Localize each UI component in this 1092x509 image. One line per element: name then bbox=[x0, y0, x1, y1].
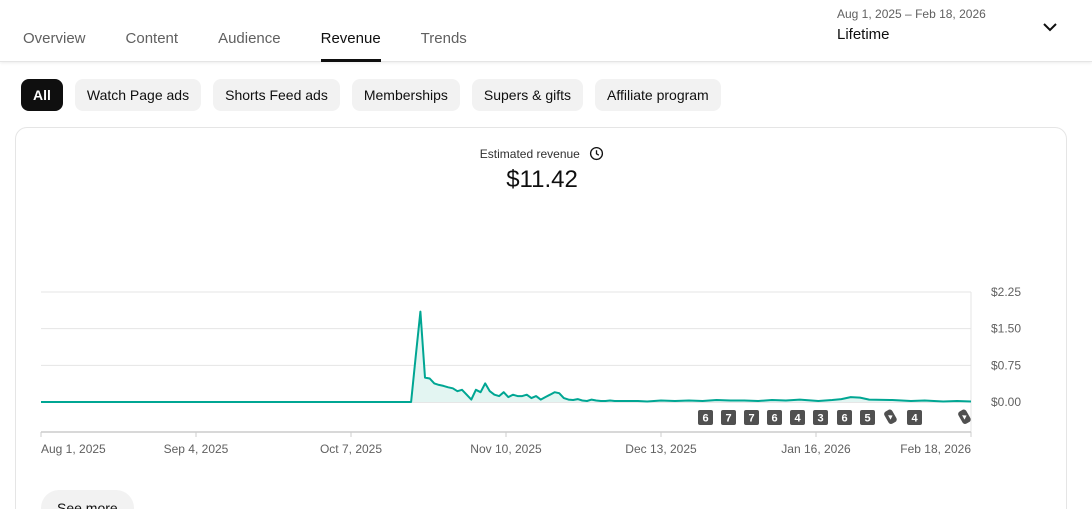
chip-affiliate-program[interactable]: Affiliate program bbox=[595, 79, 721, 111]
clock-icon[interactable] bbox=[589, 146, 604, 161]
marker-count: 7 bbox=[748, 413, 754, 425]
chip-memberships[interactable]: Memberships bbox=[351, 79, 460, 111]
shorts-marker-icon[interactable] bbox=[957, 408, 972, 425]
marker-count: 5 bbox=[864, 413, 870, 425]
chevron-down-icon[interactable] bbox=[1040, 17, 1060, 37]
x-tick-label: Feb 18, 2026 bbox=[900, 442, 971, 456]
date-range-text: Aug 1, 2025 – Feb 18, 2026 bbox=[837, 7, 986, 21]
date-range-picker[interactable]: Aug 1, 2025 – Feb 18, 2026 Lifetime bbox=[837, 7, 986, 43]
upload-count-marker[interactable]: 5 bbox=[860, 410, 875, 425]
marker-count: 6 bbox=[702, 413, 708, 425]
chip-all[interactable]: All bbox=[21, 79, 63, 111]
upload-count-marker[interactable]: 4 bbox=[790, 410, 805, 425]
tab-bar: Overview Content Audience Revenue Trends bbox=[23, 0, 507, 62]
upload-count-marker[interactable]: 6 bbox=[837, 410, 852, 425]
x-tick-label: Sep 4, 2025 bbox=[164, 442, 229, 456]
upload-count-marker[interactable]: 7 bbox=[744, 410, 759, 425]
metric-header: Estimated revenue bbox=[16, 146, 1068, 161]
y-tick-label: $0.00 bbox=[991, 395, 1021, 409]
upload-count-marker[interactable]: 6 bbox=[767, 410, 782, 425]
tab-revenue[interactable]: Revenue bbox=[320, 0, 381, 62]
x-tick-label: Nov 10, 2025 bbox=[470, 442, 542, 456]
marker-count: 6 bbox=[771, 413, 777, 425]
marker-count: 7 bbox=[725, 413, 731, 425]
analytics-header: Overview Content Audience Revenue Trends… bbox=[0, 0, 1092, 62]
date-range-label: Lifetime bbox=[837, 26, 890, 43]
upload-count-marker[interactable]: 4 bbox=[907, 410, 922, 425]
tab-audience[interactable]: Audience bbox=[218, 29, 281, 47]
x-tick-label: Dec 13, 2025 bbox=[625, 442, 697, 456]
revenue-source-filters: All Watch Page ads Shorts Feed ads Membe… bbox=[21, 79, 733, 111]
y-tick-label: $1.50 bbox=[991, 322, 1021, 336]
upload-count-marker[interactable]: 3 bbox=[813, 410, 828, 425]
upload-count-marker[interactable]: 6 bbox=[698, 410, 713, 425]
shorts-marker-icon[interactable] bbox=[883, 408, 898, 425]
marker-count: 6 bbox=[841, 413, 847, 425]
y-tick-label: $2.25 bbox=[991, 285, 1021, 299]
metric-value: $11.42 bbox=[506, 166, 578, 193]
marker-count: 3 bbox=[817, 413, 823, 425]
upload-count-marker[interactable]: 7 bbox=[721, 410, 736, 425]
series-line bbox=[41, 310, 972, 403]
revenue-chart: $2.25 $1.50 $0.75 $0.00 Aug 1, 2025 Sep 4, 20… bbox=[40, 285, 1021, 456]
metric-label: Estimated revenue bbox=[479, 146, 580, 161]
tab-overview[interactable]: Overview bbox=[23, 29, 86, 47]
chip-watch-page-ads[interactable]: Watch Page ads bbox=[74, 79, 202, 111]
x-tick-label: Oct 7, 2025 bbox=[320, 442, 382, 456]
tab-trends[interactable]: Trends bbox=[420, 29, 467, 47]
x-tick-label: Jan 16, 2026 bbox=[781, 442, 851, 456]
chip-shorts-feed-ads[interactable]: Shorts Feed ads bbox=[213, 79, 340, 111]
marker-count: 4 bbox=[794, 413, 801, 425]
x-tick-label: Aug 1, 2025 bbox=[41, 442, 106, 456]
chip-supers-gifts[interactable]: Supers & gifts bbox=[471, 79, 584, 111]
revenue-card: Estimated revenue $11.42 $2.25 $1.50 $0.75… bbox=[15, 127, 1067, 509]
series-area bbox=[41, 311, 971, 402]
see-more-button[interactable]: See more bbox=[41, 490, 134, 509]
marker-count: 4 bbox=[911, 413, 918, 425]
y-tick-label: $0.75 bbox=[991, 358, 1021, 372]
tab-content[interactable]: Content bbox=[125, 29, 179, 47]
